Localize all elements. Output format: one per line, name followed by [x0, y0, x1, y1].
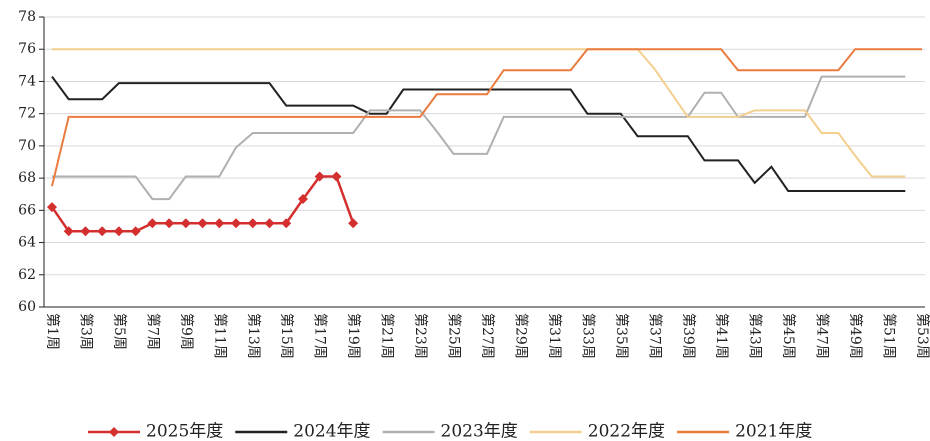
x-tick-label: 第29周 — [512, 313, 529, 359]
legend-marker — [109, 427, 119, 437]
x-tick-label: 第51周 — [881, 313, 898, 359]
x-tick-label: 第43周 — [747, 313, 764, 359]
legend-label: 2024年度 — [293, 422, 370, 441]
y-tick-label: 74 — [18, 73, 36, 89]
x-tick-label: 第5周 — [111, 313, 128, 350]
x-tick-label: 第47周 — [814, 313, 831, 359]
series-line — [51, 76, 906, 192]
data-point — [180, 218, 191, 229]
data-point — [197, 218, 208, 229]
data-point — [348, 218, 359, 229]
data-point — [47, 202, 57, 213]
data-point — [264, 218, 275, 229]
y-tick-label: 64 — [18, 235, 36, 251]
x-tick-label: 第9周 — [178, 313, 195, 350]
data-point — [97, 226, 108, 237]
y-tick-label: 66 — [18, 202, 36, 218]
series-line — [52, 48, 906, 178]
x-tick-label: 第13周 — [245, 313, 262, 359]
series-line — [52, 75, 906, 201]
y-tick-label: 76 — [18, 41, 36, 57]
data-point — [297, 194, 308, 205]
y-tick-label: 78 — [18, 9, 36, 25]
x-tick-label: 第41周 — [713, 313, 730, 359]
x-tick-label: 第35周 — [613, 313, 630, 359]
x-tick-label: 第19周 — [345, 313, 362, 359]
data-point — [231, 218, 242, 229]
x-tick-label: 第31周 — [546, 313, 563, 359]
series-line — [51, 48, 922, 187]
data-point — [147, 218, 158, 229]
data-point — [113, 226, 124, 237]
x-tick-label: 第7周 — [144, 313, 161, 350]
data-point — [164, 218, 175, 229]
x-tick-label: 第45周 — [780, 313, 797, 359]
x-tick-label: 第1周 — [44, 313, 61, 350]
x-tick-label: 第27周 — [479, 313, 496, 359]
x-tick-label: 第33周 — [579, 313, 596, 359]
x-tick-label: 第39周 — [680, 313, 697, 359]
x-tick-label: 第17周 — [312, 313, 329, 359]
data-point — [63, 226, 74, 237]
legend-label: 2022年度 — [588, 422, 665, 441]
data-point — [80, 226, 91, 237]
y-tick-label: 68 — [18, 170, 36, 186]
data-point — [314, 171, 325, 182]
data-point — [281, 218, 292, 229]
x-tick-label: 第49周 — [847, 313, 864, 359]
data-point — [247, 218, 258, 229]
data-point — [331, 171, 342, 182]
x-tick-label: 第21周 — [379, 313, 396, 359]
x-tick-label: 第25周 — [446, 313, 463, 359]
legend-label: 2025年度 — [146, 422, 223, 441]
data-point — [130, 226, 141, 237]
y-tick-label: 60 — [18, 299, 36, 315]
x-tick-label: 第11周 — [211, 313, 228, 359]
x-tick-label: 第15周 — [278, 313, 295, 359]
legend-label: 2023年度 — [441, 422, 518, 441]
y-tick-label: 70 — [18, 138, 36, 154]
x-tick-label: 第23周 — [412, 313, 429, 359]
y-tick-label: 72 — [18, 106, 36, 122]
x-tick-label: 第37周 — [646, 313, 663, 359]
y-tick-label: 62 — [18, 267, 36, 283]
x-tick-label: 第53周 — [914, 313, 930, 359]
x-tick-label: 第3周 — [77, 313, 94, 350]
legend-label: 2021年度 — [735, 422, 812, 441]
data-point — [214, 218, 225, 229]
